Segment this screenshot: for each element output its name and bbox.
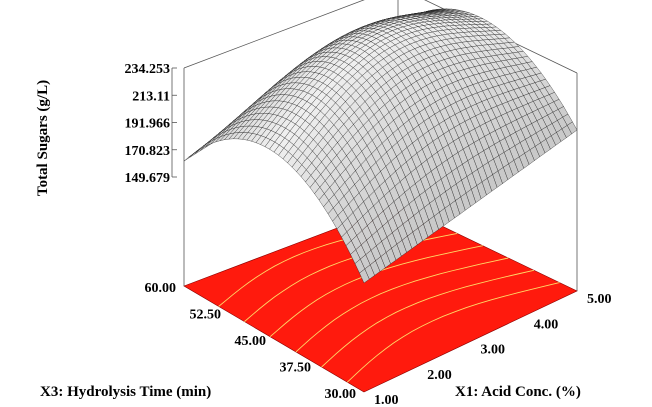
- y-tick-label: 52.50: [190, 308, 222, 323]
- contour-line: [321, 269, 535, 368]
- x-axis-title: X1: Acid Conc. (%): [455, 384, 581, 400]
- contour-line: [346, 282, 560, 383]
- x-tick-label: 3.00: [481, 343, 506, 358]
- x-tick-label: 5.00: [587, 292, 612, 307]
- contour-line: [295, 257, 509, 353]
- y-tick-label: 60.00: [145, 281, 177, 296]
- box-edge: [183, 0, 365, 69]
- z-tick-label: 213.11: [132, 89, 170, 104]
- z-tick-label: 149.679: [125, 171, 171, 186]
- z-tick-label: 234.253: [125, 62, 171, 77]
- surface-cell: [359, 268, 370, 284]
- contour-line: [269, 245, 483, 338]
- y-tick-label: 45.00: [235, 334, 267, 349]
- z-axis-title: Total Sugars (g/L): [35, 80, 51, 196]
- x-tick-label: 4.00: [534, 317, 559, 332]
- z-tick-label: 170.823: [125, 144, 171, 159]
- z-tick-label: 191.966: [125, 117, 171, 132]
- y-tick-label: 30.00: [325, 387, 357, 402]
- y-axis-title: X3: Hydrolysis Time (min): [40, 384, 211, 400]
- x-tick-label: 2.00: [427, 368, 452, 383]
- y-tick-label: 37.50: [280, 361, 312, 376]
- x-tick-label: 1.00: [374, 393, 399, 407]
- tick-labels: 149.679 170.823 191.966 213.11 234.253 1.00 2.…: [125, 62, 612, 407]
- response-surface: [183, 8, 578, 284]
